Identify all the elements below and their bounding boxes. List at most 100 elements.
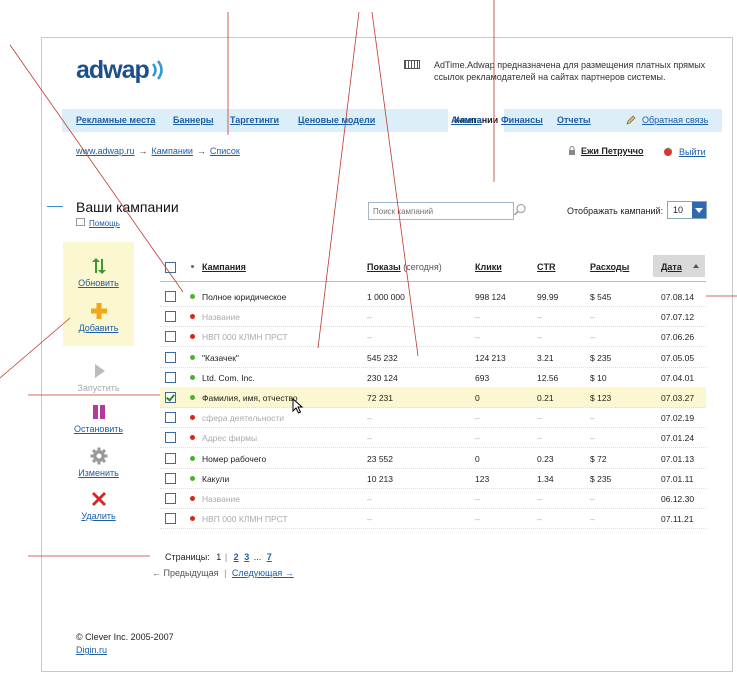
breadcrumb-campaigns[interactable]: Кампании (151, 146, 193, 156)
prev-next-nav: ← Предыдущая | Следующая → (152, 568, 294, 578)
edit-button[interactable]: Изменить (63, 447, 134, 478)
refresh-button[interactable]: Обновить (63, 257, 134, 288)
logout-label: Выйти (679, 147, 706, 157)
nav-item-price-models[interactable]: Ценовые модели (298, 115, 376, 125)
row-checkbox[interactable] (165, 412, 176, 424)
nav-item-campaigns[interactable]: Кампании (448, 109, 504, 132)
row-checkbox[interactable] (165, 452, 176, 464)
column-header-ctr-label: CTR (537, 262, 556, 272)
close-icon (91, 492, 106, 506)
campaign-name[interactable]: НВП 000 КЛМН ПРСТ (202, 332, 288, 343)
logo[interactable]: adwap (76, 57, 163, 83)
table-row[interactable]: Название – – – – 06.12.30 (160, 488, 706, 509)
cost-cell: – (590, 312, 595, 323)
row-checkbox[interactable] (165, 331, 176, 343)
date-cell: 07.01.24 (661, 433, 695, 444)
header-description: AdTime.Adwap предназначена для размещени… (434, 60, 706, 82)
add-label: Добавить (78, 323, 119, 333)
campaign-name[interactable]: Название (202, 494, 240, 504)
start-button[interactable]: Запустить (63, 362, 134, 393)
clicks-cell: 0 (475, 393, 480, 403)
pagination-page-last[interactable]: 7 (266, 552, 272, 562)
table-row[interactable]: Номер рабочего 23 552 0 0.23 $ 72 07.01.13 (160, 448, 706, 469)
column-header-ctr[interactable]: CTR (537, 262, 556, 272)
date-cell: 07.08.14 (661, 292, 695, 302)
row-checkbox[interactable] (165, 432, 176, 444)
campaign-name[interactable]: Номер рабочего (202, 453, 267, 464)
table-row[interactable]: Адрес фирмы – – – – 07.01.24 (160, 427, 706, 449)
row-checkbox[interactable] (165, 351, 176, 363)
column-header-campaign[interactable]: Кампания (202, 262, 246, 272)
table-row[interactable]: "Казачек" 545 232 124 213 3.21 $ 235 07.05.05 (160, 347, 706, 368)
clicks-cell: 693 (475, 372, 490, 383)
previous-page-link[interactable]: ← Предыдущая (152, 568, 219, 578)
date-cell: 07.05.05 (661, 352, 695, 363)
search-input[interactable] (368, 202, 514, 220)
table-row[interactable]: Полное юридическое 1 000 000 998 124 99.99 $… (160, 286, 706, 307)
column-header-campaign-label: Кампания (202, 262, 246, 272)
select-all-checkbox[interactable] (165, 262, 176, 273)
gear-icon (90, 447, 107, 465)
status-column-marker (191, 265, 194, 268)
status-dot-icon (190, 475, 195, 481)
clicks-cell: 123 (475, 473, 490, 484)
campaign-name[interactable]: Адрес фирмы (202, 433, 258, 444)
user-profile-link[interactable]: Ежи Петруччо (568, 146, 644, 156)
per-page-select[interactable]: 10 (667, 201, 707, 219)
feedback-link[interactable]: Обратная связь (626, 115, 708, 125)
table-row[interactable]: Ltd. Com. Inc. 230 124 693 12.56 $ 10 07.04.0… (160, 367, 706, 388)
table-row[interactable]: Фамилия, имя, отчество 72 231 0 0.21 $ 123 07… (160, 387, 706, 408)
delete-button[interactable]: Удалить (63, 490, 134, 521)
table-row[interactable]: сфера деятельности – – – – 07.02.19 (160, 407, 706, 429)
row-checkbox[interactable] (165, 493, 176, 504)
logout-icon (664, 147, 672, 156)
nav-item-profile[interactable]: Анкета (451, 115, 482, 125)
table-row[interactable]: Какули 10 213 123 1.34 $ 235 07.01.11 (160, 468, 706, 489)
campaign-name[interactable]: Название (202, 312, 240, 323)
footer-link[interactable]: Digin.ru (76, 645, 108, 655)
clicks-cell: – (475, 312, 480, 323)
clicks-cell: 998 124 (475, 292, 506, 302)
nav-item-targeting[interactable]: Таргетинги (230, 115, 280, 125)
row-checkbox[interactable] (165, 371, 176, 383)
date-cell: 07.06.26 (661, 332, 695, 343)
breadcrumb-home[interactable]: www.adwap.ru (76, 146, 135, 156)
search-icon[interactable] (513, 203, 527, 217)
nav-item-ad-places[interactable]: Рекламные места (76, 115, 156, 125)
add-button[interactable]: Добавить (63, 302, 134, 333)
nav-item-finance[interactable]: Финансы (501, 115, 543, 125)
row-checkbox[interactable] (165, 311, 176, 323)
next-page-link[interactable]: Следующая → (231, 568, 294, 578)
shows-cell: 23 552 (367, 453, 393, 464)
column-header-cost[interactable]: Расходы (590, 262, 629, 272)
row-checkbox[interactable] (165, 513, 176, 525)
help-link[interactable]: Помощь (76, 218, 120, 228)
table-row[interactable]: Название – – – – 07.07.12 (160, 306, 706, 328)
column-header-clicks[interactable]: Клики (475, 262, 502, 272)
table-row[interactable]: НВП 000 КЛМН ПРСТ – – – – 07.06.26 (160, 326, 706, 348)
campaign-name[interactable]: НВП 000 КЛМН ПРСТ (202, 514, 288, 525)
row-checkbox[interactable] (165, 392, 176, 403)
stop-button[interactable]: Остановить (63, 403, 134, 434)
pagination-page-3[interactable]: 3 (244, 552, 250, 562)
column-header-shows[interactable]: Показы (сегодня) (367, 262, 442, 272)
pagination-page-2[interactable]: 2 (233, 552, 239, 562)
column-header-clicks-label: Клики (475, 262, 502, 272)
row-checkbox[interactable] (165, 291, 176, 302)
campaign-name[interactable]: Фамилия, имя, отчество (202, 393, 298, 403)
ctr-cell: 99.99 (537, 292, 559, 302)
campaign-name[interactable]: Ltd. Com. Inc. (202, 372, 255, 383)
campaign-name[interactable]: Какули (202, 473, 230, 484)
row-checkbox[interactable] (165, 472, 176, 484)
campaign-name[interactable]: Полное юридическое (202, 292, 287, 302)
column-header-date[interactable]: Дата (653, 255, 705, 277)
nav-item-reports[interactable]: Отчеты (557, 115, 591, 125)
clicks-cell: – (475, 494, 480, 504)
table-row[interactable]: НВП 000 КЛМН ПРСТ – – – – 07.11.21 (160, 508, 706, 530)
nav-item-banners[interactable]: Баннеры (173, 115, 214, 125)
campaign-name[interactable]: "Казачек" (202, 352, 239, 363)
status-dot-icon (190, 516, 195, 522)
campaign-name[interactable]: сфера деятельности (202, 413, 285, 424)
logout-link[interactable]: Выйти (663, 146, 706, 157)
breadcrumb-list[interactable]: Список (209, 146, 240, 156)
